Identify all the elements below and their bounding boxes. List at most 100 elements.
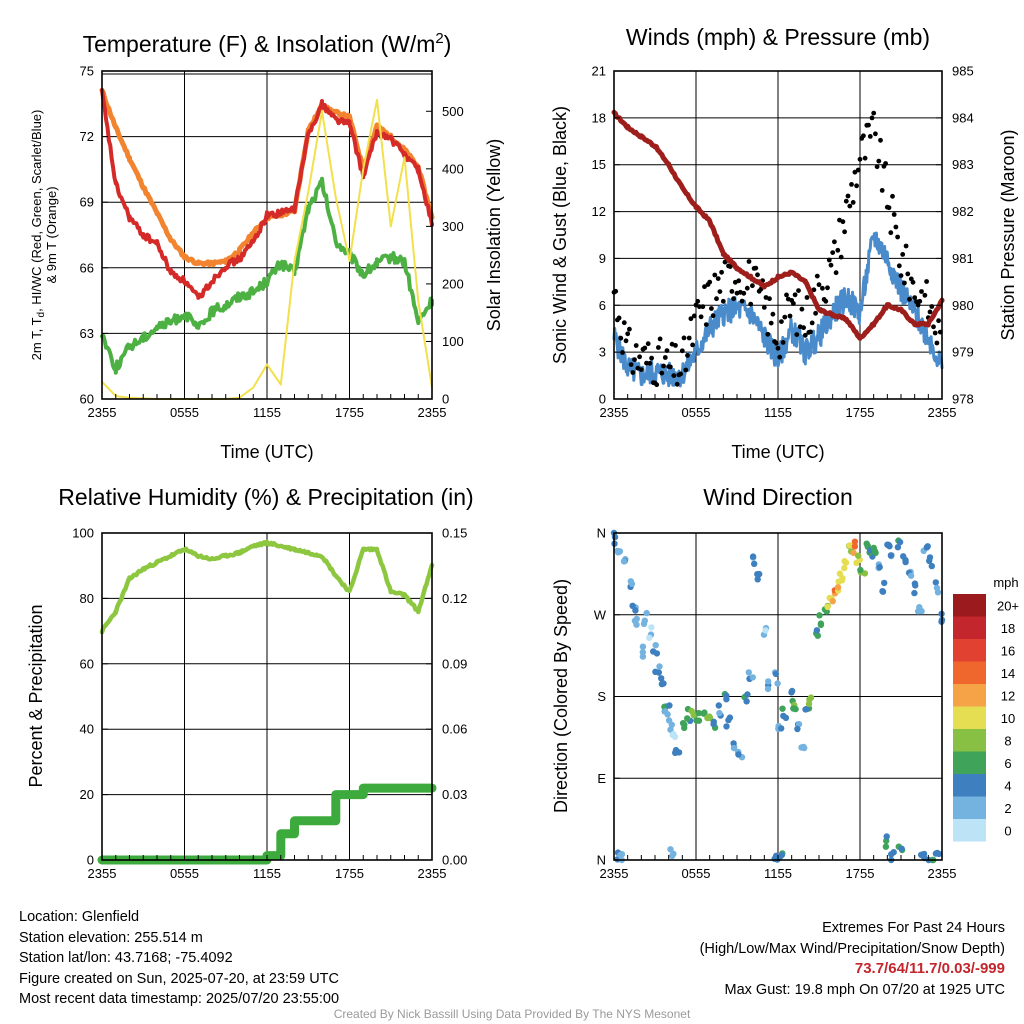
- direction-point: [788, 687, 796, 695]
- gust-point: [869, 115, 875, 121]
- direction-point: [778, 851, 786, 859]
- x-tick-label: 1755: [846, 405, 875, 420]
- direction-point: [762, 627, 769, 634]
- extremes-subtitle: (High/Low/Max Wind/Precipitation/Snow De…: [699, 940, 1005, 957]
- temperature-panel: Temperature (F) & Insolation (W/m2) 2355…: [29, 30, 504, 462]
- x-tick-label: 1755: [335, 866, 364, 881]
- x-tick-label: 0555: [682, 405, 711, 420]
- gust-point: [695, 298, 701, 304]
- direction-point: [754, 576, 761, 583]
- colorbar-unit: mph: [993, 575, 1018, 590]
- direction-point: [744, 691, 751, 698]
- credit-line: Created By Nick Bassill Using Data Provi…: [333, 1007, 691, 1021]
- y2-tick-label: 200: [442, 276, 464, 291]
- gust-point: [780, 340, 786, 345]
- y2-tick-label: 0.15: [442, 526, 467, 541]
- gust-point: [698, 314, 704, 320]
- direction-point: [817, 621, 825, 629]
- gust-point: [787, 313, 793, 319]
- x-tick-label: 1755: [335, 405, 364, 420]
- gust-point: [671, 373, 677, 378]
- gust-point: [674, 381, 680, 387]
- y2-tick-label: 980: [952, 298, 974, 313]
- temperature-ylabel-line1: 2m T, Td, HI/WC (Red, Green, Scarlet/Blu…: [29, 110, 47, 361]
- direction-point: [620, 558, 628, 565]
- x-tick-label: 1155: [253, 866, 281, 881]
- gust-point: [647, 360, 653, 366]
- y-tick-label: 40: [80, 722, 94, 737]
- y-tick-label: E: [597, 771, 606, 786]
- gust-point: [720, 298, 726, 304]
- direction-point: [666, 702, 673, 709]
- temperature-xlabel: Time (UTC): [220, 442, 313, 462]
- direction-point: [885, 541, 892, 549]
- y2-tick-label: 984: [952, 110, 974, 125]
- direction-point: [730, 740, 737, 747]
- direction-point: [923, 544, 930, 551]
- direction-point: [749, 553, 757, 560]
- gust-point: [784, 292, 789, 298]
- gust-point: [905, 271, 911, 277]
- gust-point: [802, 332, 808, 338]
- direction-point: [839, 575, 846, 582]
- y-tick-label: 3: [599, 345, 606, 360]
- direction-point: [646, 634, 653, 641]
- gust-point: [761, 305, 767, 310]
- x-tick-label: 1155: [253, 405, 281, 420]
- gust-point: [866, 122, 871, 128]
- direction-point: [841, 558, 848, 565]
- colorbar-swatch: [953, 616, 986, 639]
- colorbar-label: 4: [1004, 778, 1011, 793]
- gust-point: [912, 295, 918, 300]
- direction-point: [700, 710, 707, 717]
- gust-point: [794, 332, 800, 337]
- gust-point: [683, 367, 689, 373]
- colorbar-swatch: [953, 729, 986, 752]
- direction-point: [857, 566, 864, 574]
- direction-point: [633, 621, 640, 628]
- direction-point: [639, 643, 647, 650]
- direction-point: [841, 564, 848, 572]
- gust-point: [910, 279, 916, 285]
- gust-point: [927, 309, 933, 315]
- gust-point: [888, 230, 894, 236]
- humidity-ylabel: Percent & Precipitation: [26, 604, 46, 787]
- direction-point: [853, 559, 860, 566]
- gust-point: [661, 363, 666, 369]
- colorbar-swatch: [953, 661, 986, 684]
- direction-point: [628, 580, 636, 588]
- x-tick-label: 1755: [846, 866, 875, 881]
- gust-point: [838, 254, 844, 260]
- gust-point: [886, 205, 892, 211]
- direction-point: [617, 851, 624, 859]
- direction-point: [887, 552, 895, 559]
- gust-point: [632, 357, 637, 362]
- y-tick-label: 6: [599, 298, 606, 313]
- max-gust: Max Gust: 19.8 mph On 07/20 at 1925 UTC: [724, 981, 1005, 998]
- gust-point: [835, 247, 841, 253]
- y-tick-label: 72: [80, 129, 94, 144]
- direction-point: [912, 582, 919, 589]
- series-relative-humidity-line: [99, 539, 435, 635]
- gust-point: [753, 265, 759, 271]
- direction-point: [672, 749, 679, 756]
- gust-point: [922, 292, 928, 298]
- direction-point: [648, 624, 655, 631]
- temperature-plot-frame: [101, 70, 433, 400]
- humidity-title: Relative Humidity (%) & Precipitation (i…: [58, 484, 473, 510]
- gust-point: [871, 110, 877, 116]
- x-tick-label: 2355: [418, 405, 447, 420]
- y-tick-label: 60: [80, 392, 94, 407]
- direction-point: [611, 533, 619, 541]
- direction-point: [725, 716, 732, 724]
- colorbar-label: 18: [1001, 621, 1015, 636]
- gust-point: [833, 270, 839, 276]
- gust-point: [710, 313, 716, 319]
- temperature-title: Temperature (F) & Insolation (W/m2): [83, 30, 452, 57]
- direction-point: [632, 607, 639, 614]
- gust-point: [876, 158, 882, 164]
- gust-point: [850, 200, 856, 205]
- x-tick-label: 1155: [764, 405, 792, 420]
- gust-point: [755, 272, 760, 278]
- direction-point: [643, 609, 650, 617]
